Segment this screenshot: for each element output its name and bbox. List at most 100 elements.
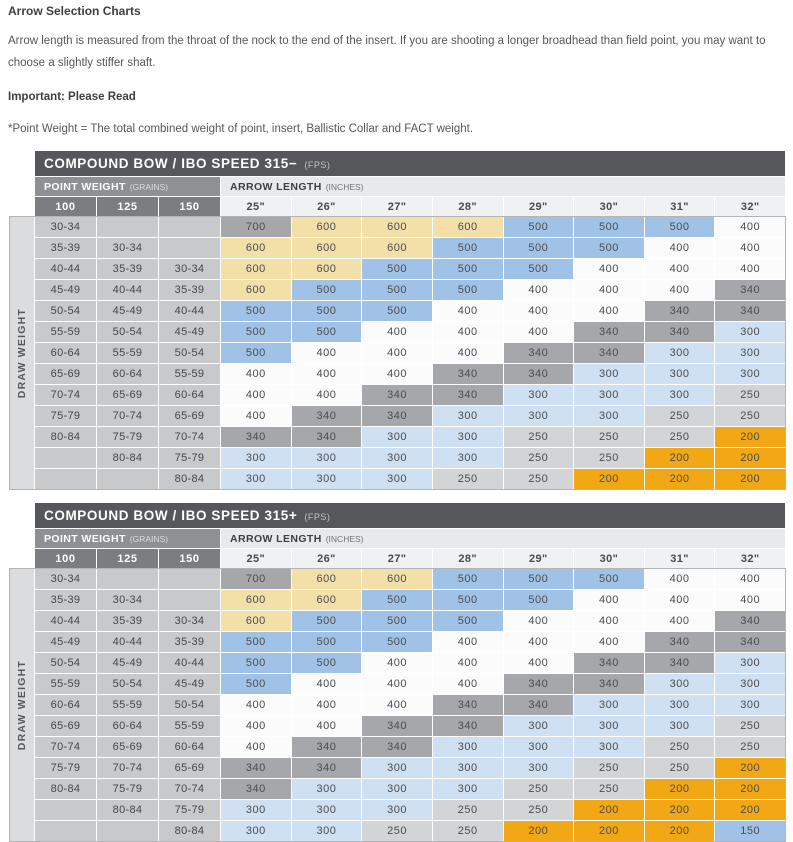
spine-value-cell: 300 <box>291 800 362 820</box>
spine-value-cell: 200 <box>644 779 715 799</box>
draw-weight-cell <box>97 469 158 489</box>
spine-value-cell: 500 <box>503 238 574 258</box>
draw-weight-cell: 50-54 <box>35 653 96 673</box>
spine-value-cell: 400 <box>432 653 503 673</box>
grain-col-header: 100 <box>35 197 96 216</box>
spine-value-cell: 340 <box>574 674 644 694</box>
draw-weight-cell: 50-54 <box>35 301 96 321</box>
draw-weight-cell: 35-39 <box>97 259 158 279</box>
draw-weight-cell <box>159 590 220 610</box>
spine-value-cell: 400 <box>221 385 291 405</box>
spine-value-cell: 300 <box>644 695 715 715</box>
inch-col-header: 31" <box>644 549 715 568</box>
spine-value-cell: 400 <box>503 301 574 321</box>
spine-value-cell: 400 <box>362 695 432 715</box>
spine-value-cell: 500 <box>362 301 432 321</box>
spine-value-cell: 400 <box>644 569 715 589</box>
draw-weight-cell: 55-59 <box>159 364 220 384</box>
draw-weight-cell: 80-84 <box>97 448 158 468</box>
spine-value-cell: 250 <box>503 469 574 489</box>
spine-value-cell: 600 <box>221 611 291 631</box>
spine-value-cell: 300 <box>291 821 362 841</box>
draw-weight-cell: 65-69 <box>35 364 96 384</box>
spine-value-cell: 500 <box>432 590 503 610</box>
spine-value-cell: 300 <box>715 674 785 694</box>
spine-value-cell: 200 <box>715 800 785 820</box>
spine-value-cell: 200 <box>574 821 644 841</box>
spine-value-cell: 500 <box>221 632 291 652</box>
spine-value-cell: 600 <box>362 217 432 237</box>
spine-value-cell: 400 <box>221 406 291 426</box>
spine-value-cell: 300 <box>574 406 644 426</box>
draw-weight-cell: 50-54 <box>159 695 220 715</box>
inch-col-header: 31" <box>644 197 715 216</box>
inch-col-header: 29" <box>503 197 574 216</box>
draw-weight-cell: 30-34 <box>35 569 96 589</box>
draw-weight-cell: 50-54 <box>97 674 158 694</box>
spine-value-cell: 400 <box>644 238 715 258</box>
draw-weight-cell: 80-84 <box>35 779 96 799</box>
draw-weight-cell: 45-49 <box>35 632 96 652</box>
draw-weight-cell: 45-49 <box>97 653 158 673</box>
spine-value-cell: 250 <box>574 758 644 778</box>
spine-value-cell: 300 <box>644 343 715 363</box>
spine-value-cell: 250 <box>362 821 432 841</box>
spine-value-cell: 400 <box>574 259 644 279</box>
spine-value-cell: 300 <box>715 343 785 363</box>
spine-value-cell: 200 <box>644 469 715 489</box>
spine-value-cell: 340 <box>362 406 432 426</box>
spine-value-cell: 400 <box>644 280 715 300</box>
inch-col-header: 26" <box>291 549 362 568</box>
spine-value-cell: 300 <box>715 322 785 342</box>
draw-weight-cell: 70-74 <box>97 758 158 778</box>
inch-col-header: 29" <box>503 549 574 568</box>
draw-weight-cell: 30-34 <box>97 238 158 258</box>
spine-value-cell: 250 <box>432 469 503 489</box>
spine-value-cell: 300 <box>715 653 785 673</box>
spine-value-cell: 600 <box>362 569 432 589</box>
spine-value-cell: 250 <box>503 448 574 468</box>
draw-weight-cell: 30-34 <box>159 259 220 279</box>
spine-value-cell: 400 <box>432 343 503 363</box>
table-title-unit: (FPS) <box>304 159 331 170</box>
inch-col-header: 25" <box>221 197 291 216</box>
spine-value-cell: 400 <box>574 611 644 631</box>
spine-value-cell: 500 <box>291 301 362 321</box>
spine-value-cell: 200 <box>715 469 785 489</box>
draw-weight-cell: 70-74 <box>97 406 158 426</box>
spine-value-cell: 250 <box>432 800 503 820</box>
spine-value-cell: 300 <box>362 448 432 468</box>
draw-weight-cell: 75-79 <box>159 448 220 468</box>
inch-col-header: 28" <box>432 549 503 568</box>
draw-weight-cell: 35-39 <box>97 611 158 631</box>
draw-weight-cell: 30-34 <box>97 590 158 610</box>
table-title: COMPOUND BOW / IBO SPEED 315+ <box>44 508 298 523</box>
spine-value-cell: 340 <box>432 716 503 736</box>
spine-value-cell: 600 <box>291 217 362 237</box>
draw-weight-cell: 55-59 <box>97 343 158 363</box>
arrow-selection-chart-1: COMPOUND BOW / IBO SPEED 315− (FPS) POINT … <box>9 151 786 490</box>
spine-value-cell: 300 <box>362 427 432 447</box>
inch-col-header: 30" <box>574 549 644 568</box>
spine-value-cell: 300 <box>291 448 362 468</box>
spine-value-cell: 300 <box>432 758 503 778</box>
spine-value-cell: 600 <box>432 217 503 237</box>
point-weight-header: POINT WEIGHT (GRAINS) <box>35 529 220 548</box>
spine-value-cell: 250 <box>715 716 785 736</box>
spine-value-cell: 300 <box>715 695 785 715</box>
draw-weight-cell: 55-59 <box>35 674 96 694</box>
draw-weight-cell: 30-34 <box>159 611 220 631</box>
spine-value-cell: 400 <box>503 322 574 342</box>
spine-value-cell: 500 <box>362 611 432 631</box>
spine-value-cell: 340 <box>432 364 503 384</box>
draw-weight-cell: 60-64 <box>159 737 220 757</box>
draw-weight-cell <box>35 448 96 468</box>
spine-value-cell: 340 <box>715 611 785 631</box>
spine-value-cell: 500 <box>432 259 503 279</box>
spine-value-cell: 150 <box>715 821 785 841</box>
draw-weight-cell: 40-44 <box>97 280 158 300</box>
spine-value-cell: 500 <box>221 322 291 342</box>
draw-weight-cell: 40-44 <box>159 653 220 673</box>
grain-col-header: 150 <box>159 549 220 568</box>
spine-value-cell: 340 <box>503 343 574 363</box>
